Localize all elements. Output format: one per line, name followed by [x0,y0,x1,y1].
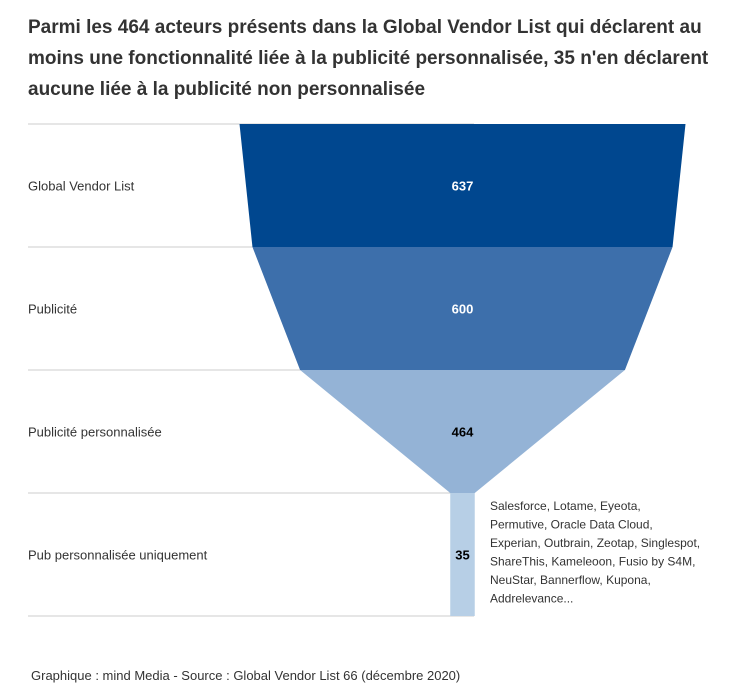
data-label: 464 [452,425,474,440]
source-footer: Graphique : mind Media - Source : Global… [31,668,461,683]
annotation-line: NeuStar, Bannerflow, Kupona, [490,573,651,587]
annotation-line: Experian, Outbrain, Zeotap, Singlespot, [490,536,700,550]
category-label: Publicité personnalisée [28,425,162,440]
funnel-segment [239,124,686,247]
data-label: 35 [455,548,469,563]
data-label: 600 [452,302,474,317]
annotation-line: Permutive, Oracle Data Cloud, [490,518,653,532]
annotation-line: Salesforce, Lotame, Eyeota, [490,499,641,513]
category-label: Global Vendor List [28,179,135,194]
funnel-segment [252,247,673,370]
category-label: Publicité [28,302,77,317]
data-label: 637 [452,179,474,194]
annotation-line: ShareThis, Kameleoon, Fusio by S4M, [490,555,695,569]
category-label: Pub personnalisée uniquement [28,548,208,563]
annotation-line: Addrelevance... [490,592,573,606]
chart-title: Parmi les 464 acteurs présents dans la G… [28,17,709,100]
funnel-segment [300,370,625,493]
funnel-segment [450,493,475,616]
